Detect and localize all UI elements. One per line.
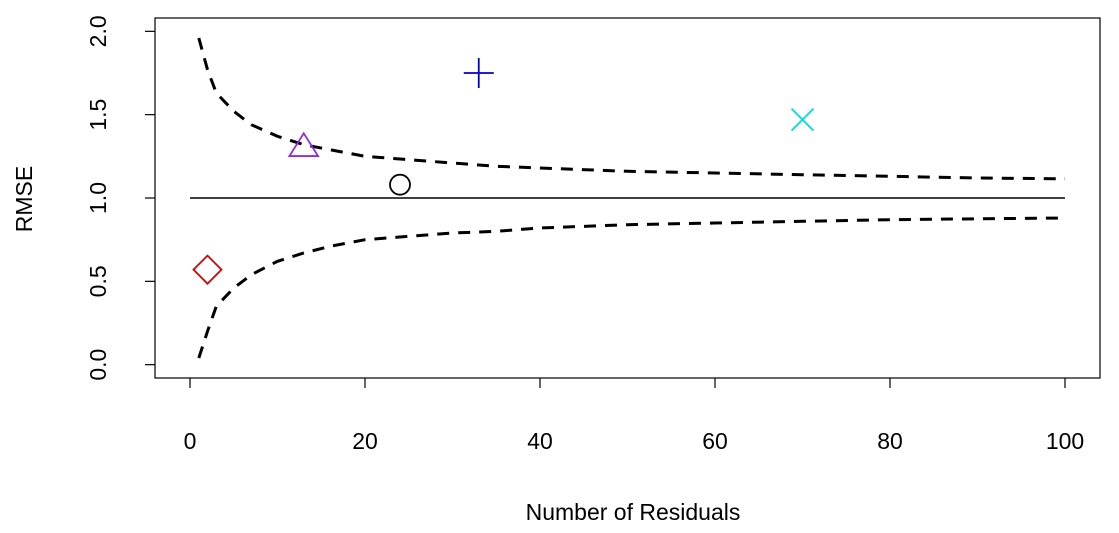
x-tick-label: 100 [1046,428,1084,454]
y-tick-label: 1.0 [85,182,111,214]
y-tick-label: 0.5 [85,265,111,297]
y-axis-label: RMSE [11,166,37,232]
y-axis: 0.0 0.5 1.0 1.5 2.0 [85,15,155,381]
point-triangle [287,131,320,157]
points-layer [192,58,815,285]
lower-bound-line [197,216,1066,359]
y-tick-label: 2.0 [85,15,111,47]
point-circle [389,173,411,196]
x-tick-label: 40 [527,428,553,454]
x-axis: 0 20 40 60 80 100 [184,378,1084,454]
x-tick-label: 80 [877,428,903,454]
x-tick-label: 0 [184,428,197,454]
lines-layer [190,37,1066,359]
y-tick-label: 0.0 [85,349,111,381]
point-diamond [192,254,223,285]
x-tick-label: 60 [702,428,728,454]
y-tick-label: 1.5 [85,99,111,131]
x-axis-label: Number of Residuals [526,499,741,525]
upper-bound-line [197,37,1066,181]
point-cross [790,108,815,132]
point-plus [463,58,494,88]
x-tick-label: 20 [352,428,378,454]
